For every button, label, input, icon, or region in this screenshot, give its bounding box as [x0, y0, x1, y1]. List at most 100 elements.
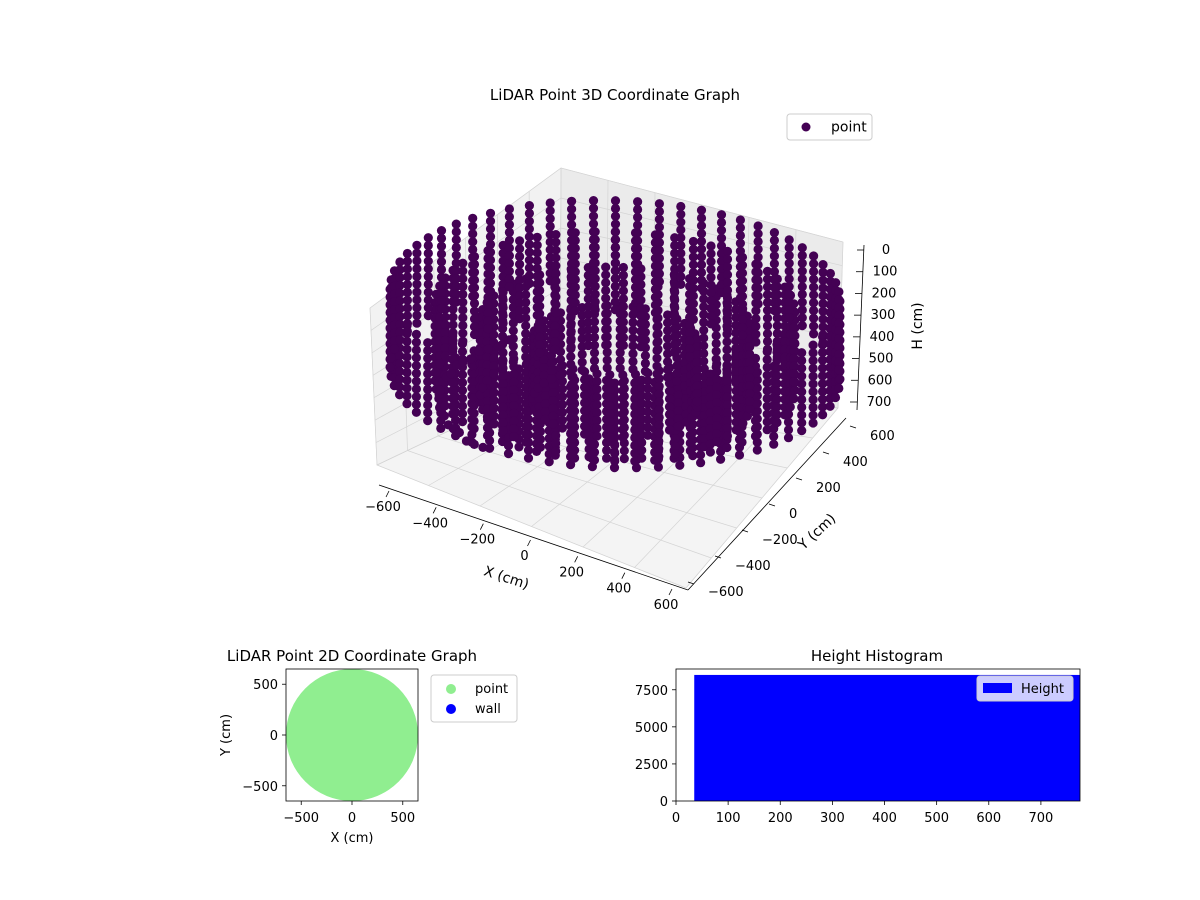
scatter-point-3d — [670, 449, 680, 459]
scatter-point-3d — [568, 419, 578, 429]
scatter-point-3d — [769, 251, 780, 261]
scatter-point-3d — [395, 273, 405, 283]
scatter-point-3d — [557, 392, 568, 402]
scatter-point-3d — [402, 264, 412, 274]
scatter-point-3d — [545, 198, 555, 208]
scatter-point-3d — [545, 214, 555, 224]
scatter-point-3d — [589, 348, 600, 358]
scatter-point-3d — [411, 399, 421, 410]
scatter-point-3d — [772, 344, 782, 354]
scatter-point-3d — [731, 425, 741, 435]
scatter-point-3d — [673, 414, 684, 424]
y-axis-tick-label: −600 — [708, 585, 744, 600]
scatter-point-3d — [722, 352, 732, 363]
scatter-point-3d — [402, 295, 412, 305]
scatter-point-3d — [688, 291, 699, 301]
scatter-point-3d — [688, 314, 699, 324]
scatter-point-3d — [523, 445, 534, 455]
scatter-point-3d — [633, 259, 643, 269]
scatter-point-3d — [566, 460, 576, 470]
scatter-point-3d — [696, 213, 707, 223]
scatter-point-3d — [550, 337, 560, 347]
scatter-point-3d — [411, 337, 421, 347]
scatter-point-3d — [551, 284, 561, 294]
scatter-point-3d — [615, 363, 625, 373]
scatter-point-3d — [731, 375, 741, 385]
scatter-point-3d — [521, 313, 531, 323]
scatter-point-3d — [676, 272, 686, 282]
scatter-point-3d — [676, 217, 686, 227]
scatter-point-3d — [521, 437, 531, 447]
scatter-point-3d — [451, 227, 461, 237]
scatter-point-3d — [735, 230, 746, 241]
scatter-point-3d — [772, 336, 782, 346]
scatter-point-3d — [818, 260, 828, 270]
scatter-point-3d — [618, 378, 628, 388]
scatter-point-3d — [504, 227, 514, 237]
scatter-point-3d — [692, 381, 702, 391]
scatter-point-3d — [699, 317, 709, 327]
scatter-point-3d — [601, 270, 611, 280]
scatter-point-3d — [521, 290, 531, 300]
scatter-point-3d — [818, 347, 828, 358]
scatter-point-3d — [402, 272, 412, 282]
scatter-point-3d — [696, 283, 707, 293]
scatter-point-3d — [540, 399, 551, 409]
scatter-point-3d — [469, 424, 479, 434]
scatter-point-3d — [567, 204, 577, 214]
scatter-point-3d — [567, 212, 577, 222]
scatter-point-3d — [411, 392, 421, 402]
scatter-point-3d — [469, 322, 480, 332]
scatter-point-3d — [696, 229, 707, 239]
scatter-point-3d — [769, 290, 780, 300]
scatter-point-3d — [784, 305, 794, 315]
scatter-point-3d — [412, 295, 422, 305]
scatter-point-3d — [789, 322, 799, 332]
scatter-point-3d — [498, 394, 508, 404]
scatter-point-3d — [588, 266, 599, 276]
scatter-point-3d — [809, 259, 819, 269]
scatter-point-3d — [676, 256, 686, 266]
scatter-point-3d — [818, 283, 828, 293]
scatter-point-3d — [590, 281, 600, 291]
scatter-point-3d — [797, 402, 807, 412]
scatter-point-3d — [546, 358, 557, 368]
scatter-point-3d — [653, 336, 663, 346]
scatter-point-3d — [551, 245, 561, 255]
scatter-point-3d — [590, 289, 600, 299]
x-axis-tick-label: −400 — [412, 516, 448, 531]
scatter-point-3d — [509, 385, 519, 395]
scatter-point-3d — [834, 295, 844, 305]
y-axis-tick-label: 0 — [789, 507, 797, 522]
scatter-point-3d — [588, 196, 599, 206]
scatter-point-3d — [712, 405, 722, 416]
scatter-point-3d — [423, 295, 433, 305]
scatter-point-3d — [696, 252, 707, 262]
scatter-point-3d — [489, 369, 499, 379]
scatter-point-3d — [423, 272, 433, 282]
scatter-point-3d — [834, 287, 844, 297]
y-tick-label-2d: 0 — [270, 729, 278, 744]
scatter-point-3d — [566, 342, 576, 352]
scatter-point-3d — [745, 373, 755, 383]
scatter-point-3d — [769, 228, 780, 238]
scatter-point-3d — [784, 266, 794, 276]
scatter-point-3d — [509, 377, 519, 387]
scatter-point-3d — [653, 462, 664, 472]
scatter-point-3d — [601, 324, 611, 334]
scatter-point-3d — [654, 253, 665, 263]
scatter-point-3d — [489, 353, 499, 363]
scatter-point-3d — [440, 327, 450, 338]
scatter-point-3d — [676, 240, 686, 251]
scatter-point-3d — [673, 398, 684, 408]
scatter-point-3d — [601, 309, 611, 319]
scatter-point-3d — [818, 379, 828, 389]
scatter-point-3d — [389, 344, 400, 354]
x-axis-tick — [527, 539, 531, 547]
scatter-point-3d — [589, 447, 600, 457]
scatter-point-3d — [592, 392, 602, 402]
scatter-point-3d — [831, 278, 841, 288]
scatter-point-3d — [628, 349, 638, 359]
scatter-point-3d — [589, 340, 600, 350]
scatter-point-3d — [483, 300, 493, 310]
